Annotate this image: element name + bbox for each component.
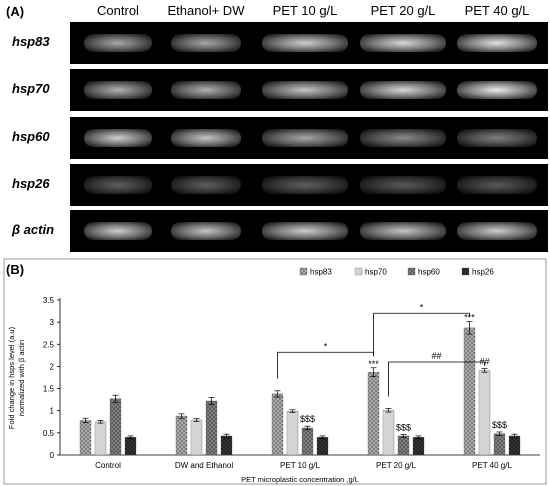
legend-swatch-hsp60 (407, 267, 416, 276)
gel-band (457, 34, 537, 52)
gel-band (262, 81, 348, 99)
gel-band (84, 176, 152, 194)
y-tick-label: 1.5 (43, 385, 55, 394)
x-category-label: DW and Ethanol (175, 461, 233, 470)
bar-hsp26 (412, 437, 425, 456)
panel-a-label: (A) (6, 4, 25, 19)
bar-hsp26 (220, 435, 233, 456)
x-category-label: Control (95, 461, 121, 470)
bar-hsp83 (175, 415, 188, 456)
gel-band (262, 129, 348, 147)
gel-column-header: PET 20 g/L (370, 3, 436, 18)
y-axis-title: normalized with β actin (17, 340, 26, 416)
gel-band (84, 129, 152, 147)
gel-column-header: Ethanol+ DW (167, 3, 245, 18)
gel-band (171, 34, 241, 52)
y-tick-label: 1 (50, 407, 55, 416)
y-tick-label: 3.5 (43, 296, 55, 305)
gel-band (360, 81, 446, 99)
gel-band (84, 34, 152, 52)
bar-hsp83 (463, 327, 476, 456)
gel-band (262, 222, 348, 240)
legend-swatch-hsp83 (299, 267, 308, 276)
significance-label: $$$ (396, 423, 411, 433)
gel-band (360, 34, 446, 52)
bar-hsp70 (94, 421, 107, 456)
gel-band (457, 176, 537, 194)
gel-band (171, 222, 241, 240)
gel-gene-label: hsp83 (12, 34, 50, 49)
gel-band (360, 176, 446, 194)
gel-column-header: Control (97, 3, 139, 18)
y-axis-title: Fold change in hsps level (a.u) (7, 326, 16, 429)
legend-swatch-hsp70 (354, 267, 363, 276)
bar-hsp83 (271, 393, 284, 456)
bracket-label: ## (431, 351, 441, 361)
y-tick-label: 2.5 (43, 340, 55, 349)
x-category-label: PET 40 g/L (472, 461, 512, 470)
panel-b-label: (B) (6, 262, 25, 277)
legend-label: hsp26 (472, 268, 494, 277)
bracket-label: * (420, 302, 424, 312)
significance-bracket (388, 361, 485, 397)
bar-hsp60 (397, 435, 410, 456)
bar-hsp26 (124, 437, 137, 456)
legend-label: hsp70 (365, 268, 387, 277)
gel-band (457, 129, 537, 147)
bar-hsp60 (109, 398, 122, 456)
gel-column-header: PET 10 g/L (272, 3, 338, 18)
y-tick-label: 0 (50, 451, 55, 460)
y-tick-label: 2 (50, 362, 55, 371)
gel-band (171, 176, 241, 194)
bar-hsp83 (367, 372, 380, 456)
significance-label: *** (464, 313, 475, 323)
legend-swatch-hsp26 (461, 267, 470, 276)
legend-label: hsp60 (418, 268, 440, 277)
x-axis-title: PET microplastic concentration ,g/L (241, 475, 359, 484)
significance-bracket (277, 351, 374, 379)
gel-band (360, 222, 446, 240)
legend-label: hsp83 (310, 268, 332, 277)
bracket-label: * (324, 341, 328, 351)
significance-bracket (373, 312, 470, 356)
bar-hsp70 (478, 370, 491, 456)
significance-label: $$$ (492, 420, 507, 430)
gel-gene-label: hsp70 (12, 81, 50, 96)
x-category-label: PET 10 g/L (280, 461, 320, 470)
gel-panel: (A) Control Ethanol+ DW PET 10 g/L PET 20 g… (6, 3, 548, 252)
gel-band (171, 81, 241, 99)
gel-band (84, 222, 152, 240)
hsp-bar-chart: 0 0.5 1 1.5 2 2.5 3 3.5 Fold change in hsps leve… (3, 258, 547, 485)
bar-hsp70 (190, 419, 203, 456)
bar-hsp26 (316, 437, 329, 456)
gel-gene-label: hsp60 (12, 129, 50, 144)
gel-band (360, 129, 446, 147)
gel-column-header: PET 40 g/L (464, 3, 530, 18)
bar-hsp70 (382, 410, 395, 456)
chart-frame (3, 258, 547, 485)
significance-label: $$$ (300, 414, 315, 424)
y-tick-label: 3 (50, 318, 55, 327)
gel-gene-label: hsp26 (12, 176, 50, 191)
gel-band (262, 176, 348, 194)
y-tick-label: 0.5 (43, 429, 55, 438)
gel-band (457, 81, 537, 99)
x-category-label: PET 20 g/L (376, 461, 416, 470)
bar-hsp60 (493, 433, 506, 456)
significance-label: *** (368, 359, 379, 369)
gel-gene-label: β actin (12, 222, 55, 237)
bar-hsp60 (205, 400, 218, 456)
bar-hsp70 (286, 411, 299, 456)
gel-band (84, 81, 152, 99)
bar-hsp26 (508, 435, 521, 456)
gel-band (457, 222, 537, 240)
gel-band (171, 129, 241, 147)
gel-band (262, 34, 348, 52)
bar-hsp60 (301, 427, 314, 456)
bar-hsp83 (79, 420, 92, 456)
